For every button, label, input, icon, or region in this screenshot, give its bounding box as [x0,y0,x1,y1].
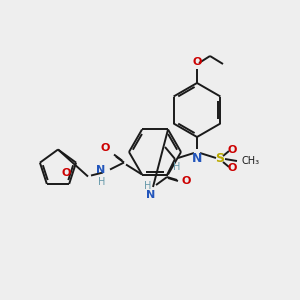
Text: O: O [100,142,110,152]
Text: H: H [173,162,181,172]
Text: CH₃: CH₃ [242,156,260,166]
Text: O: O [181,176,190,186]
Text: O: O [227,163,237,173]
Text: O: O [192,57,202,67]
Text: H: H [144,181,151,191]
Text: O: O [227,145,237,155]
Text: N: N [96,164,105,175]
Text: S: S [215,152,224,166]
Text: H: H [98,176,105,187]
Text: N: N [192,152,202,165]
Text: N: N [146,190,155,200]
Text: O: O [62,168,71,178]
